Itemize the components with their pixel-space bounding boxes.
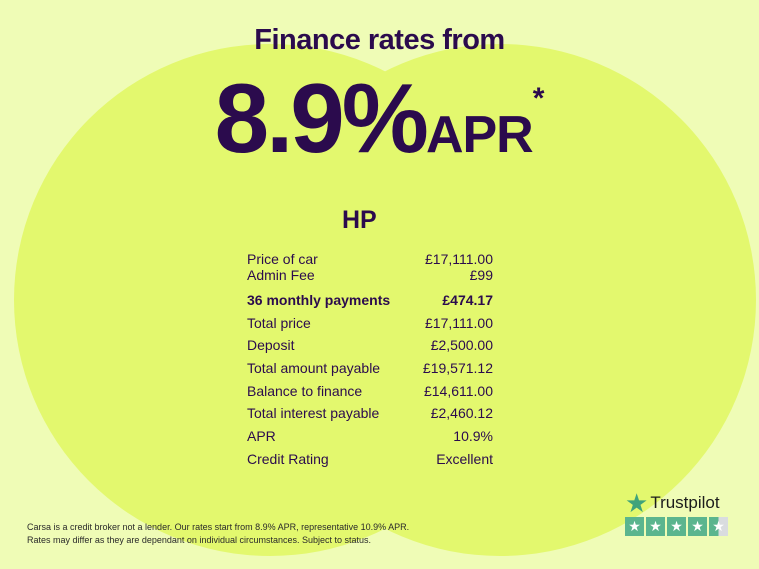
star-icon: ★ [667, 517, 686, 536]
disclaimer-line: Carsa is a credit broker not a lender. O… [27, 522, 410, 532]
headline: Finance rates from [254, 24, 505, 56]
rating-stars: ★ ★ ★ ★ ★ [625, 517, 728, 536]
row-value: £17,111.00 [425, 251, 493, 267]
section-title: HP [342, 206, 377, 234]
star-icon: ★ [646, 517, 665, 536]
table-row: Balance to finance £14,611.00 [247, 380, 493, 403]
background-circle-right [244, 44, 756, 556]
trustpilot-star-icon: ★ [625, 488, 649, 518]
row-label: 36 monthly payments [247, 292, 391, 308]
row-label: Deposit [247, 337, 295, 354]
row-value: £99 [469, 267, 493, 283]
disclaimer-line: Rates may differ as they are dependant o… [27, 534, 372, 545]
disclaimer: Carsa is a credit broker not a lender. O… [27, 521, 409, 546]
row-label: Total amount payable [247, 360, 381, 377]
rate-display: 8.9%APR* [0, 62, 759, 175]
table-row: 36 monthly payments £474.17 [247, 289, 493, 312]
row-value: £14,611.00 [423, 382, 493, 399]
table-row: Price of car £17,111.00 [247, 251, 493, 267]
row-label: Total price [247, 314, 311, 331]
table-row: Total interest payable £2,460.12 [247, 402, 493, 425]
trustpilot-badge: ★ Trustpilot ★ ★ ★ ★ ★ [625, 488, 728, 536]
row-label: Credit Rating [247, 450, 329, 467]
table-row: Credit Rating Excellent [247, 448, 493, 471]
table-row: Total amount payable £19,571.12 [247, 357, 493, 380]
row-label: Total interest payable [247, 405, 380, 422]
trustpilot-name: Trustpilot [650, 493, 720, 512]
row-value: £19,571.12 [422, 360, 493, 377]
row-value: Excellent [436, 450, 493, 467]
star-icon: ★ [625, 517, 644, 536]
table-row: Deposit £2,500.00 [247, 334, 493, 357]
table-row: Admin Fee £99 [247, 267, 493, 283]
finance-table: Price of car £17,111.00 Admin Fee £99 36 m… [247, 251, 493, 471]
row-value: £2,460.12 [430, 405, 493, 422]
row-value: 10.9% [453, 428, 493, 445]
rate-suffix: APR [425, 106, 534, 164]
row-label: Balance to finance [247, 382, 363, 399]
table-row: Total price £17,111.00 [247, 312, 493, 335]
table-row: APR 10.9% [247, 425, 493, 448]
row-value: £2,500.00 [430, 337, 493, 354]
rate-value: 8.9% [214, 63, 429, 173]
row-value: £17,111.00 [425, 314, 493, 331]
half-star-icon: ★ [709, 517, 728, 536]
star-icon: ★ [688, 517, 707, 536]
row-label: Price of car [247, 251, 318, 267]
asterisk: * [532, 82, 545, 115]
row-label: Admin Fee [247, 267, 315, 283]
row-label: APR [247, 428, 276, 445]
row-value: £474.17 [442, 292, 493, 308]
